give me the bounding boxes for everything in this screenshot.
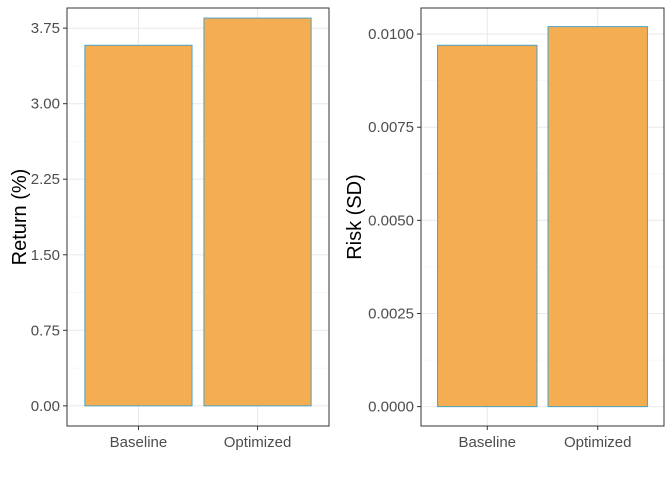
y-axis-title: Return (%) [9,169,31,266]
x-tick-label: Baseline [458,434,516,451]
x-tick-label: Baseline [110,434,168,451]
y-tick-label: 3.00 [31,96,60,113]
y-tick-label: 0.0100 [368,26,414,43]
panel-border [420,7,665,427]
panel-border [66,7,330,427]
y-tick-label: 2.25 [31,171,60,188]
bar-baseline [84,44,193,407]
bar-optimized [547,26,648,408]
y-tick-label: 0.75 [31,322,60,339]
chart-panel-2: 0.0000 0.0025 0.0050 0.0075 0.0100 Baseline Op… [344,7,665,451]
y-tick-label: 0.0000 [368,399,414,416]
bar-optimized [203,17,312,407]
x-tick-label: Optimized [224,434,292,451]
y-tick-label: 3.75 [31,20,60,37]
y-tick-label: 1.50 [31,247,60,264]
y-tick-label: 0.0025 [368,305,414,322]
bar-baseline [437,44,538,408]
y-tick-label: 0.0075 [368,119,414,136]
y-tick-label: 0.00 [31,398,60,415]
y-tick-label: 0.0050 [368,212,414,229]
x-tick-label: Optimized [564,434,632,451]
chart-panel-1: 0.00 0.75 1.50 2.25 3.00 3.75 Baseline Optimize… [9,7,330,451]
y-axis-title: Risk (SD) [344,174,366,260]
